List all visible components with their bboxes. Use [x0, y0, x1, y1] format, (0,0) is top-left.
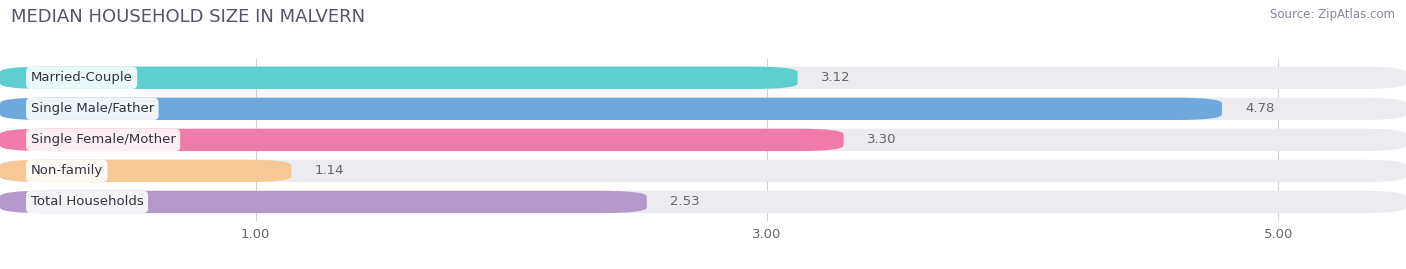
- FancyBboxPatch shape: [0, 129, 1406, 151]
- Text: Single Male/Father: Single Male/Father: [31, 102, 153, 115]
- Text: 2.53: 2.53: [669, 196, 699, 208]
- Text: 3.12: 3.12: [821, 71, 851, 84]
- FancyBboxPatch shape: [0, 67, 797, 89]
- FancyBboxPatch shape: [0, 98, 1222, 120]
- Text: Married-Couple: Married-Couple: [31, 71, 132, 84]
- FancyBboxPatch shape: [0, 191, 647, 213]
- FancyBboxPatch shape: [0, 129, 844, 151]
- Text: MEDIAN HOUSEHOLD SIZE IN MALVERN: MEDIAN HOUSEHOLD SIZE IN MALVERN: [11, 8, 366, 26]
- FancyBboxPatch shape: [0, 160, 291, 182]
- Text: 3.30: 3.30: [866, 133, 896, 146]
- FancyBboxPatch shape: [0, 67, 1406, 89]
- FancyBboxPatch shape: [0, 191, 1406, 213]
- Text: 4.78: 4.78: [1244, 102, 1274, 115]
- Text: 1.14: 1.14: [315, 164, 344, 178]
- Text: Non-family: Non-family: [31, 164, 103, 178]
- FancyBboxPatch shape: [0, 160, 1406, 182]
- Text: Source: ZipAtlas.com: Source: ZipAtlas.com: [1270, 8, 1395, 21]
- FancyBboxPatch shape: [0, 98, 1406, 120]
- Text: Single Female/Mother: Single Female/Mother: [31, 133, 176, 146]
- Text: Total Households: Total Households: [31, 196, 143, 208]
